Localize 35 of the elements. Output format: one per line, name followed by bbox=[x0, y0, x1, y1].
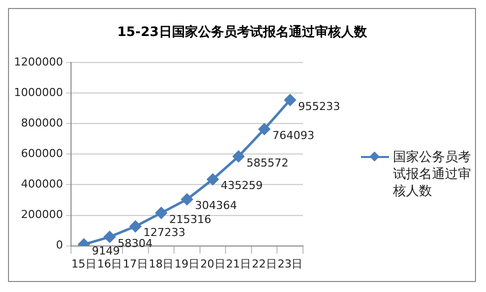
point bbox=[155, 207, 167, 219]
x-tick-label: 22日 bbox=[252, 257, 277, 270]
data-label: 9149 bbox=[92, 244, 120, 258]
data-label: 585572 bbox=[246, 156, 289, 170]
point bbox=[258, 123, 270, 135]
point bbox=[130, 220, 142, 232]
x-tick-label: 20日 bbox=[200, 257, 226, 270]
x-tick-label: 18日 bbox=[148, 257, 174, 270]
y-tick-label: 600000 bbox=[20, 147, 63, 160]
point bbox=[181, 194, 193, 206]
y-tick-label: 1000000 bbox=[14, 86, 63, 99]
x-tick-label: 15日 bbox=[71, 257, 96, 270]
data-label: 215316 bbox=[169, 212, 212, 226]
x-tick-label: 23日 bbox=[278, 257, 303, 270]
data-label: 58304 bbox=[118, 236, 153, 250]
y-tick-label: 400000 bbox=[20, 178, 63, 191]
data-label: 435259 bbox=[220, 179, 263, 192]
y-tick-label: 1200000 bbox=[14, 55, 63, 68]
x-tick-label: 17日 bbox=[122, 257, 148, 270]
y-tick-label: 0 bbox=[56, 238, 63, 252]
x-tick-label: 16日 bbox=[97, 257, 122, 270]
y-tick-label: 200000 bbox=[20, 208, 63, 222]
point bbox=[207, 174, 219, 186]
point bbox=[104, 231, 116, 243]
data-label: 304364 bbox=[194, 199, 237, 212]
data-label: 764093 bbox=[272, 129, 314, 142]
data-label: 955233 bbox=[298, 100, 340, 113]
chart-title: 15-23日国家公务员考试报名通过审核人数 bbox=[116, 24, 368, 42]
legend-label: 国家公务员考试报名通过审核人数 bbox=[393, 149, 472, 200]
point bbox=[284, 94, 296, 106]
x-tick-label: 21日 bbox=[226, 257, 252, 270]
data-label: 127233 bbox=[143, 226, 186, 240]
point bbox=[232, 150, 244, 162]
y-tick-label: 800000 bbox=[20, 116, 63, 130]
x-tick-label: 19日 bbox=[174, 257, 200, 270]
